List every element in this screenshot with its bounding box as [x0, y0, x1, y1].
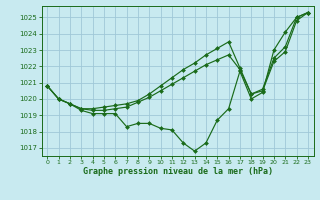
X-axis label: Graphe pression niveau de la mer (hPa): Graphe pression niveau de la mer (hPa) — [83, 167, 273, 176]
